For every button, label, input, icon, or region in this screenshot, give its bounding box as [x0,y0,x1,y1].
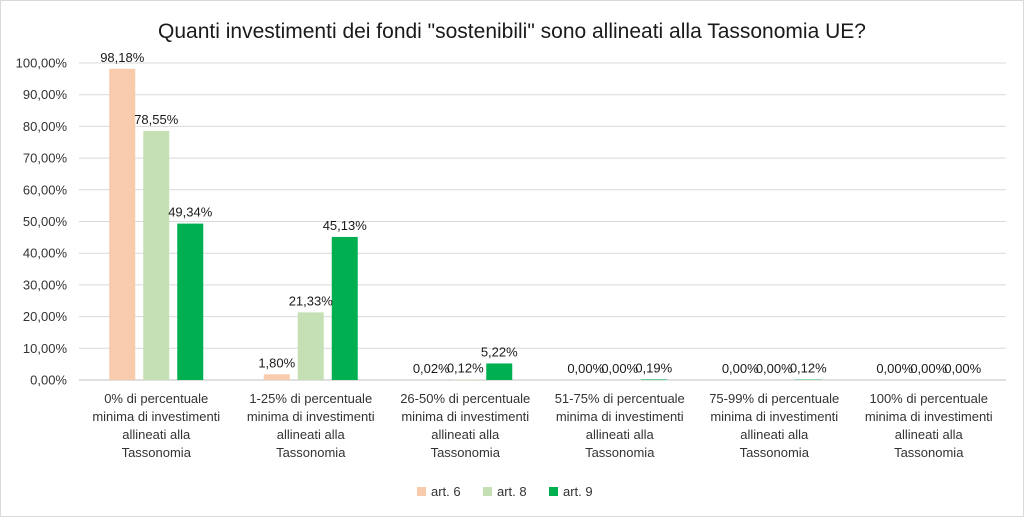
legend-label: art. 9 [563,484,593,499]
data-label: 21,33% [289,293,334,308]
x-category-label: Tassonomia [122,445,192,460]
x-category-label: Tassonomia [894,445,964,460]
bar-art-9 [486,363,513,380]
data-label: 0,00% [756,361,793,376]
y-tick-label: 50,00% [23,214,68,229]
y-tick-label: 10,00% [23,341,68,356]
bar-art-6 [263,374,290,380]
legend-label: art. 6 [431,484,461,499]
x-category-label: allineati alla [122,427,191,442]
bar-art-9 [177,223,204,380]
x-category-label: Tassonomia [276,445,346,460]
y-tick-label: 20,00% [23,309,68,324]
y-tick-label: 30,00% [23,277,68,292]
x-category-label: Tassonomia [740,445,810,460]
x-category-label: minima di investimenti [710,409,838,424]
x-category-label: minima di investimenti [401,409,529,424]
bar-art-8 [297,312,324,380]
y-axis: 0,00% 10,00% 20,00% 30,00% 40,00% 50,00% 60,00… [16,56,68,388]
legend-swatch [483,487,492,496]
x-category-label: minima di investimenti [556,409,684,424]
data-label: 0,12% [790,361,827,376]
legend-swatch [417,487,426,496]
x-category-label: 1-25% di percentuale [249,391,372,406]
x-category-label: allineati alla [740,427,809,442]
x-category-label: minima di investimenti [865,409,993,424]
bar-art-9 [640,379,667,380]
data-labels: 98,18% 78,55% 49,34% 1,80% 21,33% 45,13% 0,02%… [100,50,981,376]
chart-title: Quanti investimenti dei fondi "sostenibi… [158,20,866,43]
x-axis: 0% di percentuale minima di investimenti a… [92,391,992,460]
data-label: 45,13% [323,218,368,233]
y-tick-label: 0,00% [30,373,67,388]
x-category-label: 26-50% di percentuale [400,391,530,406]
y-tick-label: 100,00% [16,56,68,71]
x-category-label: minima di investimenti [92,409,220,424]
legend: art. 6 art. 8 art. 9 [417,484,593,499]
data-label: 1,80% [258,355,295,370]
y-tick-label: 70,00% [23,151,68,166]
data-label: 0,00% [876,361,913,376]
x-category-label: allineati alla [586,427,655,442]
x-category-label: 75-99% di percentuale [709,391,839,406]
x-category-label: minima di investimenti [247,409,375,424]
bars [109,68,822,380]
data-label: 5,22% [481,344,518,359]
x-category-label: allineati alla [431,427,500,442]
bar-art-9 [331,236,358,380]
x-category-label: 0% di percentuale [104,391,208,406]
x-category-label: Tassonomia [431,445,501,460]
data-label: 0,12% [447,361,484,376]
data-label: 0,00% [944,361,981,376]
y-tick-label: 60,00% [23,182,68,197]
data-label: 0,00% [567,361,604,376]
x-category-label: allineati alla [277,427,346,442]
x-category-label: 100% di percentuale [869,391,988,406]
bar-art-8 [143,130,170,380]
data-label: 0,19% [635,360,672,375]
data-label: 0,02% [413,361,450,376]
y-tick-label: 40,00% [23,246,68,261]
legend-label: art. 8 [497,484,527,499]
y-tick-label: 90,00% [23,87,68,102]
y-tick-label: 80,00% [23,119,68,134]
data-label: 0,00% [910,361,947,376]
x-category-label: allineati alla [895,427,964,442]
gridlines [79,62,1006,381]
data-label: 0,00% [722,361,759,376]
bar-art-6 [109,68,136,380]
data-label: 49,34% [168,205,213,220]
data-label: 98,18% [100,50,145,65]
x-category-label: Tassonomia [585,445,655,460]
data-label: 0,00% [601,361,638,376]
legend-swatch [549,487,558,496]
data-label: 78,55% [134,112,179,127]
x-category-label: 51-75% di percentuale [555,391,685,406]
